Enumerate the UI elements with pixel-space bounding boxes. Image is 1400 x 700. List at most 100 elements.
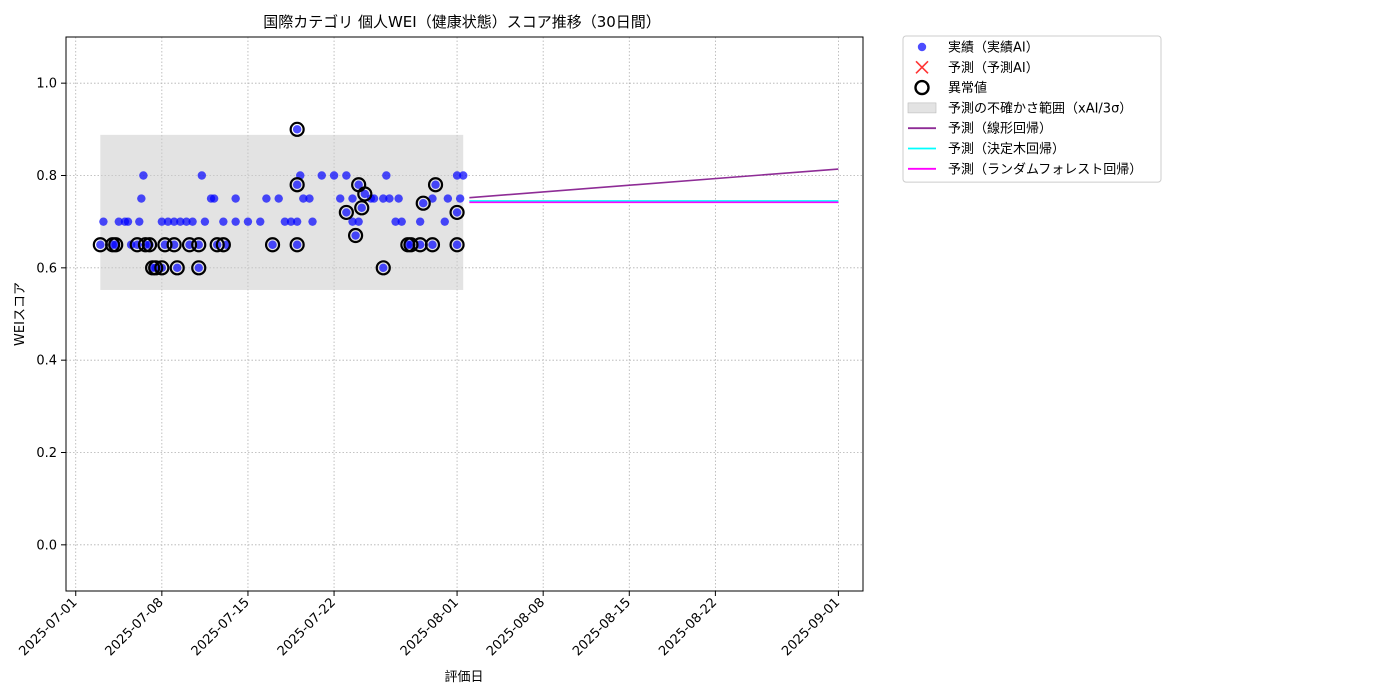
actual-point bbox=[415, 217, 425, 226]
actual-point bbox=[348, 194, 357, 203]
actual-point bbox=[231, 217, 240, 226]
anomaly-ring bbox=[289, 177, 305, 193]
anomaly-ring bbox=[264, 237, 281, 253]
anomaly-ring bbox=[169, 260, 185, 276]
x-tick-label: 2025-07-15 bbox=[189, 595, 253, 659]
actual-point bbox=[397, 217, 406, 226]
actual-point bbox=[357, 203, 366, 213]
legend-entry-label: 予測の不確かさ範囲（xAI/3σ） bbox=[948, 100, 1132, 116]
anomaly-ring bbox=[191, 237, 207, 253]
y-axis: 0.0 0.2 0.4 0.6 0.8 1.0 bbox=[36, 77, 66, 553]
y-tick-label: 0.8 bbox=[36, 169, 57, 184]
anomaly-ring bbox=[449, 204, 465, 221]
anomaly-ring bbox=[403, 237, 419, 253]
actual-point bbox=[452, 240, 462, 249]
actual-point bbox=[286, 217, 296, 226]
actual-point bbox=[182, 217, 191, 226]
actual-point bbox=[351, 231, 360, 240]
x-tick-label: 2025-08-08 bbox=[484, 595, 548, 659]
actual-point bbox=[274, 194, 283, 203]
legend-ring-marker bbox=[914, 79, 930, 96]
actual-point bbox=[280, 217, 290, 226]
legend-band-swatch bbox=[907, 102, 937, 114]
anomaly-ring bbox=[424, 237, 441, 253]
actual-point bbox=[443, 194, 453, 203]
prediction-line bbox=[469, 168, 839, 199]
y-tick-label: 0.4 bbox=[36, 354, 57, 369]
anomaly-ring bbox=[415, 195, 431, 211]
anomaly-ring bbox=[215, 237, 231, 253]
actual-point bbox=[336, 194, 345, 203]
legend-x-marker bbox=[915, 60, 929, 74]
legend-entry-label: 予測（線形回帰） bbox=[948, 121, 1052, 137]
anomaly-rings-layer bbox=[92, 121, 465, 276]
actual-point bbox=[394, 194, 403, 203]
legend-entry-label: 予測（決定木回帰） bbox=[948, 141, 1065, 157]
anomaly-ring bbox=[108, 237, 124, 253]
actual-point bbox=[169, 217, 179, 226]
legend-box bbox=[902, 35, 1162, 183]
chart-title: 国際カテゴリ 個人WEI（健康状態）スコア推移（30日間） bbox=[263, 13, 661, 31]
anomaly-ring bbox=[354, 200, 370, 216]
actual-point bbox=[452, 171, 462, 180]
actual-point bbox=[163, 217, 173, 226]
actual-point bbox=[385, 194, 394, 203]
actual-point bbox=[219, 217, 228, 226]
actual-point bbox=[231, 194, 240, 203]
actual-point bbox=[379, 263, 388, 273]
actual-point bbox=[348, 217, 357, 226]
anomaly-ring bbox=[289, 121, 305, 137]
anomaly-ring bbox=[141, 237, 158, 253]
legend-entry-label: 実績（実績AI） bbox=[948, 40, 1039, 56]
anomaly-ring bbox=[191, 260, 207, 276]
actual-point bbox=[379, 194, 388, 203]
anomaly-ring bbox=[357, 186, 373, 202]
actual-point bbox=[360, 189, 370, 199]
anomaly-ring bbox=[289, 237, 305, 253]
actual-point bbox=[428, 240, 437, 249]
actual-point bbox=[243, 217, 253, 226]
x-tick-label: 2025-07-08 bbox=[103, 595, 167, 659]
actual-point bbox=[354, 180, 363, 189]
x-tick-label: 2025-07-22 bbox=[275, 595, 339, 659]
actual-point bbox=[459, 171, 468, 180]
actual-point bbox=[157, 217, 167, 226]
actual-point bbox=[197, 171, 207, 180]
actual-point bbox=[419, 199, 428, 208]
actual-point bbox=[194, 263, 203, 273]
anomaly-ring bbox=[166, 237, 182, 253]
anomaly-ring bbox=[181, 237, 198, 253]
x-tick-label: 2025-07-01 bbox=[17, 595, 81, 659]
anomaly-ring bbox=[427, 177, 444, 193]
actual-point bbox=[292, 240, 302, 249]
actual-point bbox=[262, 194, 271, 203]
actual-point bbox=[114, 217, 123, 226]
legend-entry-label: 予測（ランダムフォレスト回帰） bbox=[948, 161, 1142, 177]
actual-point bbox=[292, 180, 302, 189]
actual-point bbox=[455, 194, 465, 203]
actual-point bbox=[268, 240, 277, 249]
y-tick-label: 1.0 bbox=[36, 77, 57, 92]
actual-point bbox=[431, 180, 440, 189]
actual-point bbox=[292, 125, 302, 134]
legend-dot-marker bbox=[917, 42, 927, 52]
x-tick-label: 2025-09-01 bbox=[779, 595, 843, 659]
legend-entry-label: 予測（予測AI） bbox=[948, 61, 1039, 76]
anomaly-ring bbox=[209, 237, 225, 253]
actual-point bbox=[176, 217, 185, 226]
actual-point bbox=[342, 208, 351, 217]
anomaly-ring bbox=[137, 237, 154, 253]
actual-point bbox=[452, 208, 462, 217]
actual-point bbox=[135, 217, 144, 226]
x-tick-label: 2025-08-15 bbox=[570, 595, 634, 659]
actual-point bbox=[292, 217, 302, 226]
x-axis: 2025-07-01 2025-07-08 2025-07-15 2025-07-22… bbox=[17, 591, 843, 659]
x-axis-label: 評価日 bbox=[444, 670, 483, 685]
plot-frame bbox=[65, 36, 864, 592]
actual-point bbox=[173, 263, 182, 273]
anomaly-ring bbox=[375, 260, 391, 276]
actual-point bbox=[209, 194, 219, 203]
actual-point bbox=[391, 217, 400, 226]
